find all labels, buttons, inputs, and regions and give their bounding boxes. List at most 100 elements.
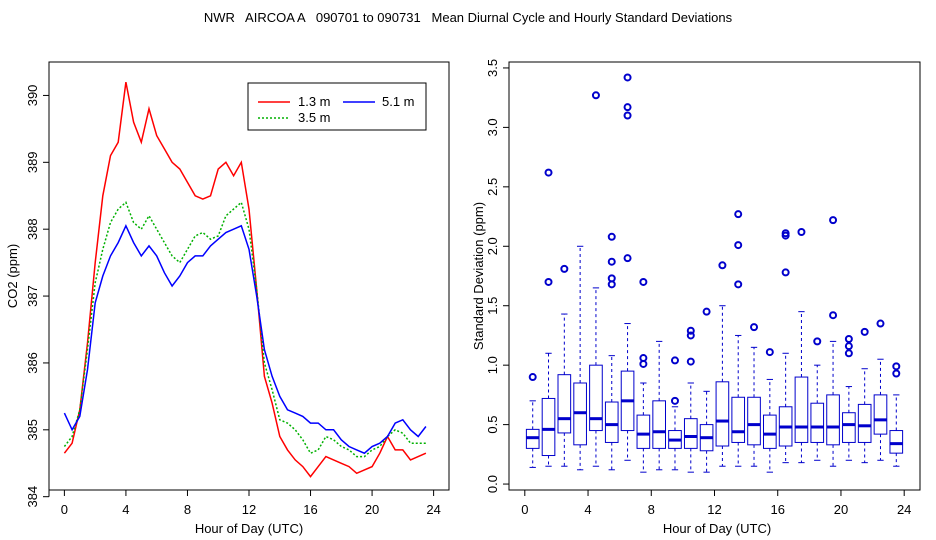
outlier-point bbox=[750, 323, 759, 332]
outlier-point bbox=[844, 349, 853, 358]
right-y-tick-label: 1.5 bbox=[485, 297, 500, 315]
outlier-point bbox=[765, 348, 774, 357]
legend: 1.3 m 5.1 m 3.5 m bbox=[247, 82, 427, 131]
iqr-box bbox=[873, 394, 888, 435]
boxplot-hour-21.5 bbox=[857, 327, 872, 464]
iqr-box bbox=[857, 403, 872, 443]
outlier-point bbox=[892, 362, 901, 371]
boxplot-hour-17.5 bbox=[794, 228, 809, 464]
iqr-box bbox=[589, 364, 603, 432]
series-line-3-5-m bbox=[63, 201, 426, 458]
boxplot-hour-23.5 bbox=[889, 362, 904, 467]
left-series-lines bbox=[63, 81, 427, 478]
outlier-point bbox=[639, 354, 648, 363]
iqr-box bbox=[763, 414, 777, 449]
boxplot-hour-4.5 bbox=[589, 91, 603, 467]
outlier-point bbox=[734, 210, 743, 219]
boxplot-hour-3.5 bbox=[573, 245, 587, 471]
left-x-axis: 0 4 8 12 16 20 24 bbox=[61, 489, 441, 517]
boxplot-hour-8.5 bbox=[652, 340, 666, 471]
iqr-box bbox=[636, 414, 651, 449]
left-y-tick-label: 385 bbox=[25, 419, 40, 441]
outlier-point bbox=[623, 254, 632, 263]
right-x-tick-label: 8 bbox=[648, 502, 655, 517]
right-y-tick-label: 0.5 bbox=[485, 416, 500, 434]
boxplot-hour-22.5 bbox=[873, 319, 888, 461]
boxplot-hour-14.5 bbox=[747, 323, 761, 467]
left-x-tick-label: 24 bbox=[426, 502, 440, 517]
legend-label-3-5m: 3.5 m bbox=[298, 110, 331, 125]
outlier-point bbox=[560, 264, 569, 273]
outlier-point bbox=[686, 331, 695, 340]
right-y-tick-label: 3.5 bbox=[485, 59, 500, 77]
left-y-axis-label: CO2 (ppm) bbox=[5, 244, 20, 308]
left-y-tick-label: 388 bbox=[25, 218, 40, 240]
left-x-tick-label: 12 bbox=[242, 502, 256, 517]
right-x-tick-label: 20 bbox=[834, 502, 848, 517]
boxplot-hour-19.5 bbox=[826, 216, 840, 467]
boxplot-hour-0.5 bbox=[525, 373, 540, 468]
right-x-tick-label: 4 bbox=[584, 502, 591, 517]
outlier-point bbox=[670, 396, 679, 405]
figure-title: NWR AIRCOA A 090701 to 090731 Mean Diurn… bbox=[204, 10, 733, 25]
boxplot-hour-6.5 bbox=[620, 73, 635, 461]
right-y-tick-label: 1.0 bbox=[485, 356, 500, 374]
series-line-5-1-m bbox=[63, 223, 427, 455]
right-y-tick-label: 3.0 bbox=[485, 118, 500, 136]
outlier-point bbox=[702, 307, 711, 316]
iqr-box bbox=[557, 374, 572, 434]
iqr-box bbox=[541, 397, 556, 457]
right-x-tick-label: 12 bbox=[707, 502, 721, 517]
right-y-tick-label: 2.5 bbox=[485, 178, 500, 196]
iqr-box bbox=[826, 394, 840, 446]
outlier-point bbox=[686, 357, 695, 366]
iqr-box bbox=[889, 430, 904, 454]
outlier-point bbox=[623, 103, 632, 112]
right-x-axis-label: Hour of Day (UTC) bbox=[663, 521, 771, 536]
outlier-point bbox=[781, 268, 790, 277]
right-x-tick-label: 24 bbox=[897, 502, 911, 517]
outlier-point bbox=[623, 111, 632, 120]
outlier-point bbox=[892, 369, 901, 378]
iqr-box bbox=[747, 396, 761, 446]
boxplot-hour-2.5 bbox=[557, 264, 572, 467]
right-chart: 0 4 8 12 16 20 24 0.0 0.5 1.0 1.5 2.0 2.5 3.0 3.5 Hou… bbox=[471, 59, 921, 536]
outlier-point bbox=[670, 356, 679, 365]
outlier-point bbox=[686, 326, 695, 335]
legend-label-5-1m: 5.1 m bbox=[382, 94, 415, 109]
boxplot-hour-1.5 bbox=[541, 168, 556, 467]
iqr-box bbox=[715, 381, 730, 447]
outlier-point bbox=[623, 73, 632, 82]
boxplot-hour-18.5 bbox=[810, 337, 825, 461]
outlier-point bbox=[528, 373, 537, 382]
iqr-box bbox=[604, 401, 619, 443]
iqr-box bbox=[794, 376, 809, 443]
boxplot-hour-20.5 bbox=[842, 335, 856, 461]
outlier-point bbox=[813, 337, 822, 346]
legend-box bbox=[247, 82, 427, 131]
boxplot-hour-10.5 bbox=[683, 326, 698, 473]
right-boxplots bbox=[525, 73, 904, 473]
boxplot-hour-12.5 bbox=[715, 261, 730, 467]
legend-label-1-3m: 1.3 m bbox=[298, 94, 331, 109]
left-x-tick-label: 8 bbox=[184, 502, 191, 517]
boxplot-hour-5.5 bbox=[604, 232, 619, 471]
left-y-tick-label: 389 bbox=[25, 151, 40, 173]
outlier-point bbox=[829, 311, 838, 320]
left-x-tick-label: 0 bbox=[61, 502, 68, 517]
outlier-point bbox=[607, 274, 616, 283]
outlier-point bbox=[734, 241, 743, 250]
left-y-tick-label: 387 bbox=[25, 285, 40, 307]
outlier-point bbox=[844, 342, 853, 351]
boxplot-hour-16.5 bbox=[778, 229, 793, 464]
outlier-point bbox=[734, 280, 743, 289]
outlier-point bbox=[544, 277, 553, 286]
outlier-point bbox=[844, 335, 853, 344]
outlier-point bbox=[829, 216, 838, 225]
left-chart: 0 4 8 12 16 20 24 384 385 386 387 388 389 390 Hour o… bbox=[5, 61, 450, 536]
right-x-tick-label: 0 bbox=[521, 502, 528, 517]
right-y-axis-label: Standard Deviation (ppm) bbox=[471, 202, 486, 350]
outlier-point bbox=[876, 319, 885, 328]
outlier-point bbox=[607, 257, 616, 266]
